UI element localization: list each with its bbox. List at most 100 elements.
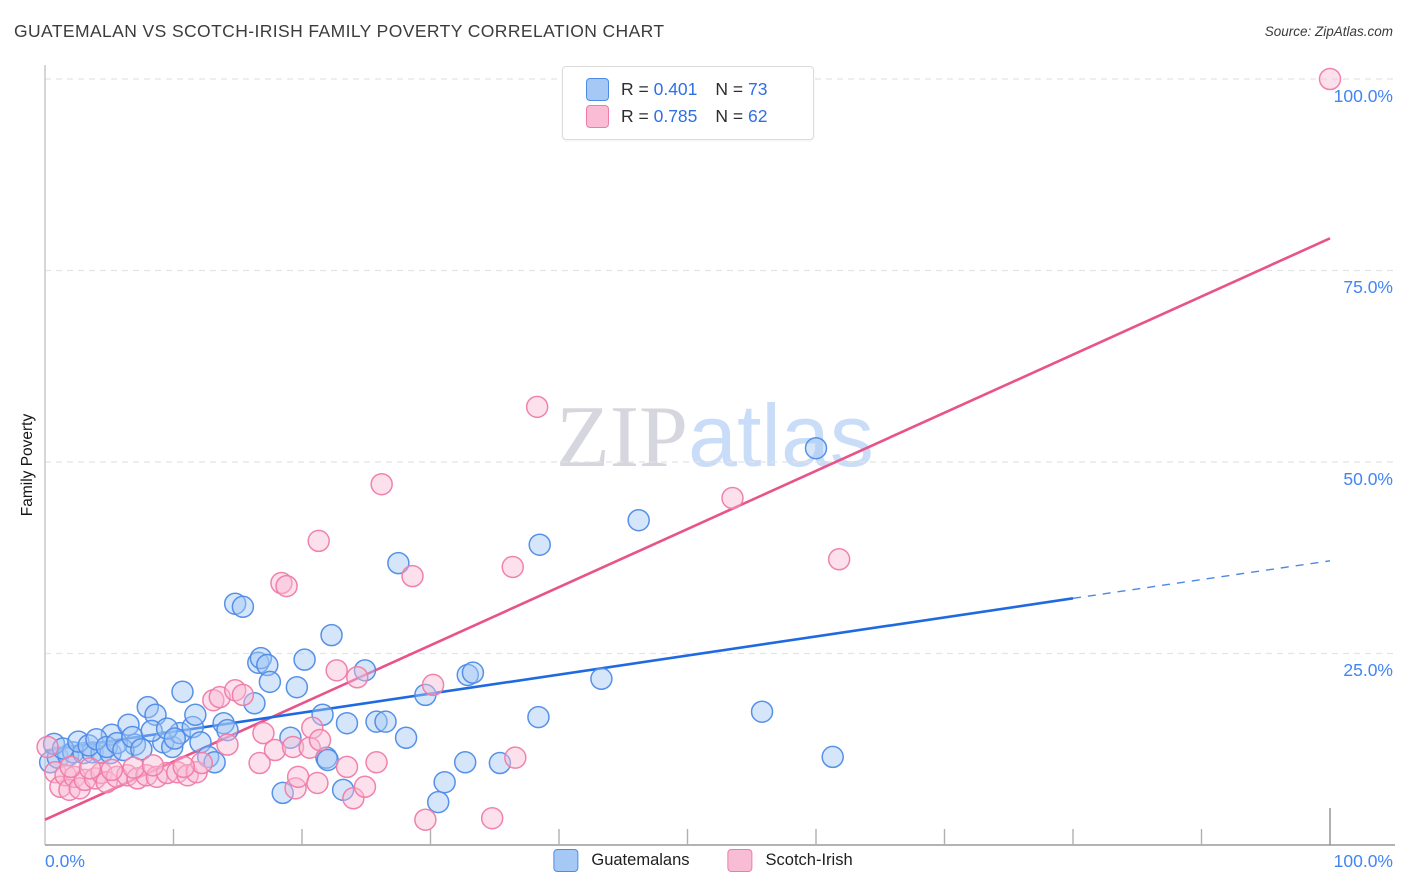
scatter-point-scotch-irish [365,751,388,774]
scatter-point-guatemalans [528,533,551,556]
source-attribution: Source: ZipAtlas.com [1264,24,1393,39]
scatter-point-guatemalans [320,623,343,647]
guatemalans-trend-line [44,597,1074,753]
scatter-point-scotch-irish [308,728,332,752]
series-legend: Guatemalans Scotch-Irish [553,849,853,872]
scatter-point-scotch-irish [501,555,524,579]
scatter-point-scotch-irish [342,787,365,810]
scatter-point-guatemalans [212,711,235,735]
legend-item-scotch-irish: Scotch-Irish [727,849,853,872]
scatter-point-guatemalans [590,667,613,691]
scotch-irish-legend-swatch [727,849,753,872]
scatter-point-guatemalans [804,436,828,460]
stats-row-guatemalans: R = 0.401 N = 73 [586,76,813,103]
scatter-point-scotch-irish [286,765,310,789]
scatter-point-guatemalans [160,735,184,759]
scatter-point-scotch-irish [421,673,445,697]
scatter-point-scotch-irish [122,756,145,779]
scatter-point-scotch-irish [525,395,549,419]
scatter-point-scotch-irish [281,735,305,759]
scatter-point-guatemalans [256,653,279,677]
scatter-point-scotch-irish [346,665,369,689]
scatter-point-scotch-irish [95,770,118,794]
scatter-point-guatemalans [279,726,302,750]
correlation-stats-box: R = 0.401 N = 73 R = 0.785 N = 62 [562,66,814,140]
scatter-point-scotch-irish [335,755,359,779]
scatter-point-scotch-irish [141,754,165,777]
guatemalans-trend-extension [1072,560,1331,600]
scatter-point-scotch-irish [414,808,437,831]
scatter-point-guatemalans [821,745,844,769]
guatemalans-legend-swatch [553,849,579,872]
scatter-point-guatemalans [117,713,140,736]
scatter-point-scotch-irish [306,771,329,795]
scatter-point-guatemalans [627,508,650,532]
scatter-point-scotch-irish [401,564,424,588]
scatter-point-guatemalans [316,748,339,772]
x-axis-max-label: 100.0% [1333,851,1393,871]
scatter-point-scotch-irish [100,758,124,782]
scatter-point-guatemalans [203,751,226,774]
scatter-point-scotch-irish [59,755,82,779]
scatter-point-guatemalans [335,711,359,735]
scatter-point-scotch-irish [721,486,744,510]
guatemalans-swatch [586,78,609,101]
scotch-irish-swatch [586,105,609,128]
scatter-point-guatemalans [461,661,485,684]
y-tick-label-50: 50.0% [1343,469,1393,489]
scatter-point-scotch-irish [370,472,393,496]
guatemalans-legend-label: Guatemalans [591,851,690,869]
scatter-point-scotch-irish [301,716,324,740]
scatter-point-guatemalans [394,726,418,750]
scatter-point-guatemalans [271,781,294,805]
watermark-atlas-text: atlas [688,386,874,485]
stats-text-guatemalans: R = 0.401 N = 73 [621,79,768,99]
scatter-point-guatemalans [387,551,410,575]
y-tick-label-75: 75.0% [1343,277,1393,297]
scatter-point-scotch-irish [252,721,275,745]
watermark-zip-text: ZIP [556,389,688,486]
y-tick-label-25: 25.0% [1343,660,1393,680]
scatter-point-guatemalans [527,705,550,729]
scatter-point-scotch-irish [275,574,298,598]
stats-row-scotch-irish: R = 0.785 N = 62 [586,103,813,130]
scatter-point-scotch-irish [263,738,287,762]
scatter-point-scotch-irish [827,548,851,571]
scatter-point-guatemalans [293,648,316,671]
scatter-point-scotch-irish [78,757,102,780]
y-axis-title: Family Poverty [19,413,36,517]
scatter-point-guatemalans [285,675,309,699]
scatter-point-guatemalans [249,646,273,670]
scatter-point-scotch-irish [1318,67,1342,91]
scatter-point-guatemalans [243,692,266,715]
scatter-point-guatemalans [750,700,774,723]
scatter-point-scotch-irish [353,775,377,799]
scatter-point-guatemalans [258,670,282,694]
scatter-point-scotch-irish [36,735,59,759]
stats-text-scotch-irish: R = 0.785 N = 62 [621,106,768,126]
scatter-point-guatemalans [365,710,388,733]
scatter-point-guatemalans [163,727,187,750]
legend-item-guatemalans: Guatemalans [553,849,690,872]
scotch-irish-legend-label: Scotch-Irish [765,851,853,869]
scatter-point-scotch-irish [504,746,527,769]
scatter-point-guatemalans [112,738,135,762]
scatter-point-scotch-irish [172,755,196,779]
x-axis-min-label: 0.0% [45,851,85,871]
scatter-point-guatemalans [426,790,450,814]
scatter-point-scotch-irish [307,529,330,553]
scatter-point-scotch-irish [190,751,214,775]
scatter-point-guatemalans [374,710,397,733]
scatter-point-guatemalans [184,703,207,727]
zipatlas-watermark: ZIPatlas [556,386,874,487]
scatter-point-guatemalans [453,751,477,774]
scatter-point-scotch-irish [216,733,239,756]
scatter-point-guatemalans [231,595,255,619]
scatter-point-guatemalans [171,680,194,704]
scatter-point-scotch-irish [231,683,255,707]
scatter-point-scotch-irish [248,751,271,775]
y-tick-label-100: 100.0% [1333,86,1393,106]
page-title: GUATEMALAN VS SCOTCH-IRISH FAMILY POVERT… [14,21,665,41]
